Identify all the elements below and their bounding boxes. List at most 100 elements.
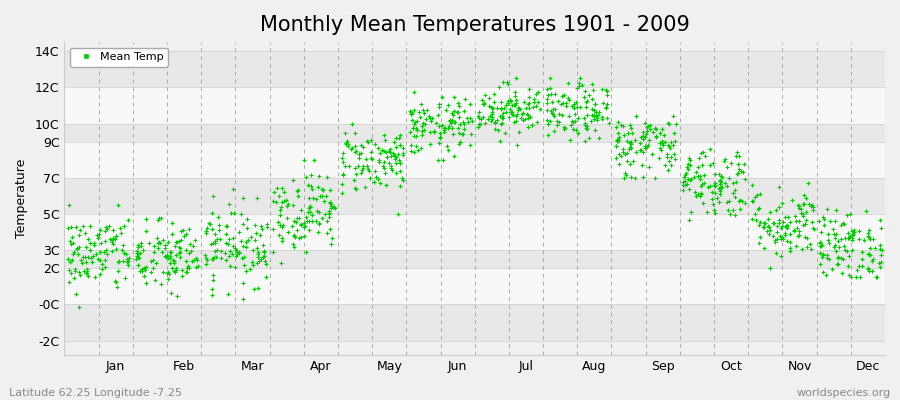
Point — [829, 207, 843, 213]
Point — [412, 113, 427, 120]
Point — [636, 174, 651, 180]
Point — [137, 265, 151, 271]
Point — [297, 156, 311, 163]
Point — [620, 158, 634, 164]
Point — [240, 216, 255, 222]
Point — [134, 266, 148, 272]
Point — [190, 257, 204, 263]
Point — [228, 264, 242, 271]
Point — [478, 92, 492, 98]
Point — [852, 236, 867, 242]
Point — [790, 202, 805, 209]
Point — [60, 225, 75, 231]
Point — [872, 264, 886, 270]
Point — [235, 255, 249, 261]
Point — [205, 291, 220, 298]
Point — [207, 254, 221, 260]
Point — [93, 249, 107, 256]
Point — [292, 235, 306, 242]
Point — [116, 258, 130, 264]
Point — [797, 221, 812, 228]
Point — [495, 114, 509, 121]
Point — [75, 260, 89, 266]
Point — [496, 78, 510, 85]
Point — [652, 140, 667, 146]
Point — [645, 128, 660, 135]
Point — [796, 201, 810, 208]
Point — [756, 224, 770, 230]
Point — [667, 129, 681, 136]
Point — [544, 98, 559, 105]
Text: Latitude 62.25 Longitude -7.25: Latitude 62.25 Longitude -7.25 — [9, 388, 182, 398]
Point — [814, 250, 828, 256]
Point — [312, 172, 327, 179]
Point — [98, 257, 112, 263]
Point — [340, 141, 355, 147]
Point — [635, 136, 650, 142]
Bar — [65, 87, 885, 124]
Point — [625, 130, 639, 136]
Point — [721, 207, 735, 213]
Point — [442, 123, 456, 129]
Point — [97, 238, 112, 244]
Point — [664, 154, 679, 160]
Point — [623, 122, 637, 128]
Point — [339, 140, 354, 146]
Point — [208, 238, 222, 244]
Point — [776, 235, 790, 242]
Point — [722, 198, 736, 205]
Point — [714, 179, 728, 185]
Point — [271, 219, 285, 225]
Point — [667, 151, 681, 157]
Point — [874, 258, 888, 265]
Point — [585, 80, 599, 87]
Point — [806, 204, 820, 210]
Point — [494, 105, 508, 111]
Point — [230, 253, 244, 259]
Point — [561, 95, 575, 101]
Point — [66, 251, 80, 257]
Point — [652, 155, 666, 161]
Point — [161, 239, 176, 245]
Point — [678, 172, 692, 178]
Point — [669, 121, 683, 127]
Point — [281, 201, 295, 207]
Point — [136, 247, 150, 253]
Point — [571, 130, 585, 136]
Point — [384, 162, 399, 169]
Point — [782, 245, 796, 251]
Point — [814, 229, 828, 236]
Point — [529, 103, 544, 110]
Point — [484, 109, 499, 115]
Point — [292, 193, 306, 200]
Point — [508, 118, 523, 124]
Point — [586, 87, 600, 94]
Point — [439, 143, 454, 149]
Point — [315, 186, 329, 192]
Point — [714, 190, 728, 197]
Point — [305, 186, 320, 193]
Point — [328, 205, 342, 211]
Point — [863, 244, 878, 251]
Point — [393, 142, 408, 148]
Point — [753, 219, 768, 225]
Point — [750, 192, 764, 198]
Point — [768, 238, 782, 245]
Point — [198, 261, 212, 268]
Point — [637, 120, 652, 126]
Point — [658, 139, 672, 145]
Point — [455, 130, 470, 137]
Point — [109, 233, 123, 240]
Point — [83, 247, 97, 254]
Point — [268, 199, 283, 206]
Point — [166, 220, 180, 227]
Point — [757, 245, 771, 252]
Point — [507, 118, 521, 125]
Point — [588, 100, 602, 107]
Point — [237, 254, 251, 260]
Point — [842, 272, 857, 278]
Point — [107, 236, 122, 242]
Point — [614, 153, 628, 159]
Point — [152, 239, 166, 246]
Point — [842, 235, 856, 242]
